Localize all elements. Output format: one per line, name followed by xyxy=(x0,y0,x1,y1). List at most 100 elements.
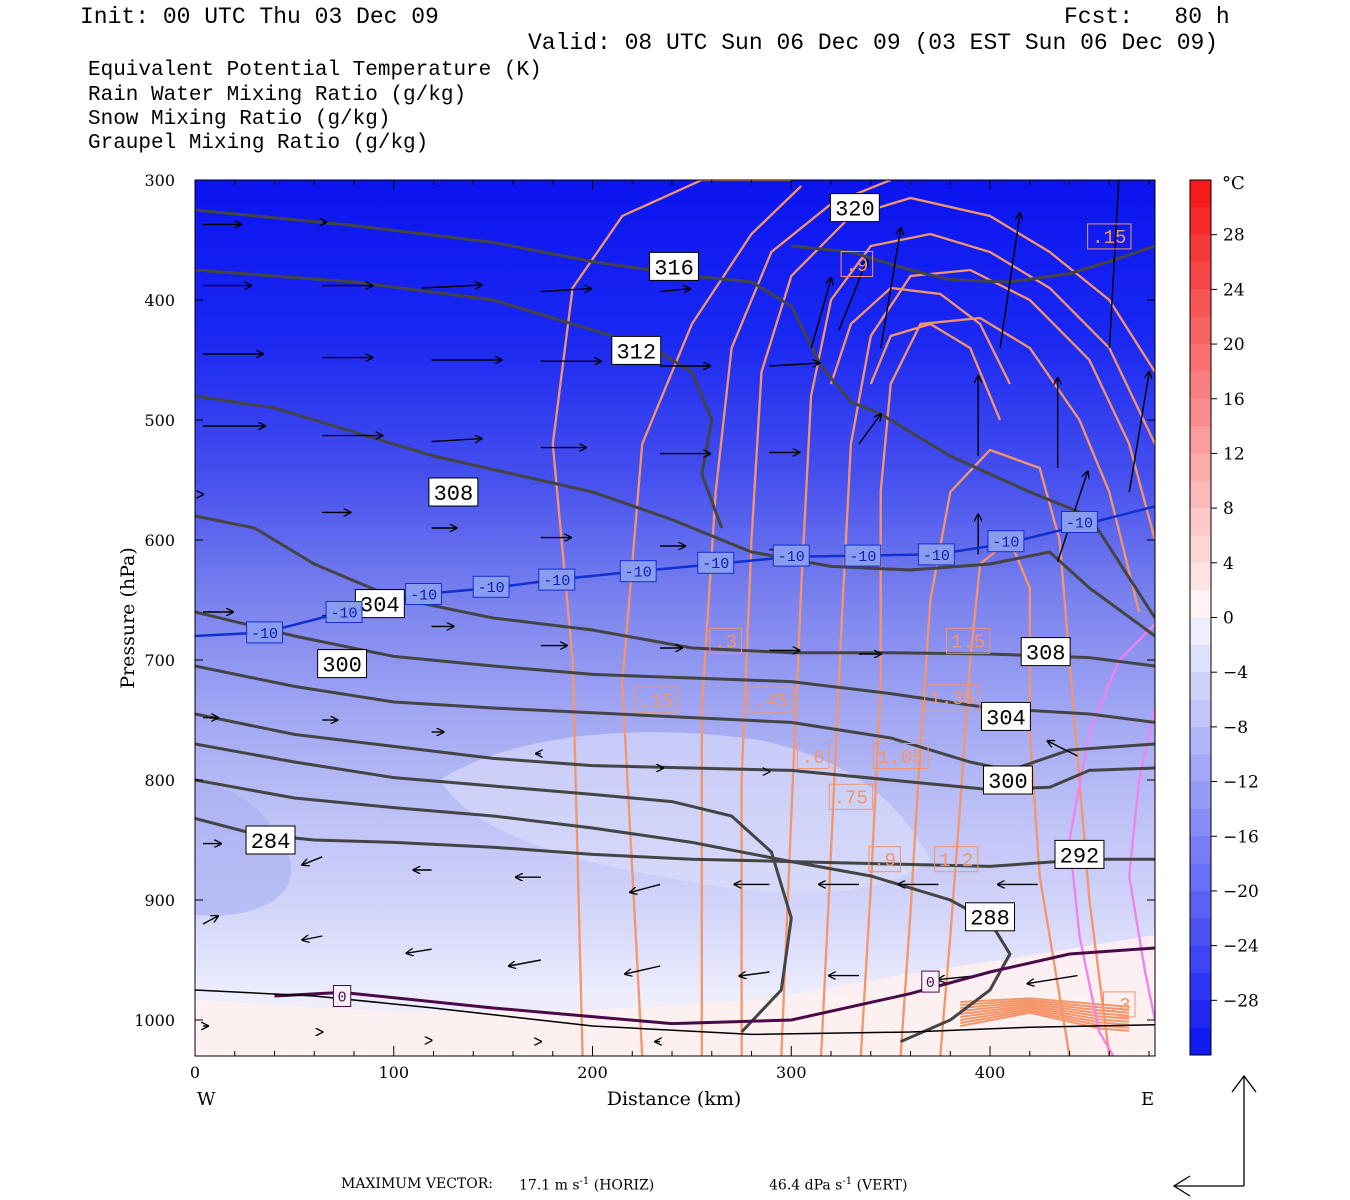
colorbar-tick-label: 24 xyxy=(1223,280,1245,300)
svg-text:.6: .6 xyxy=(802,747,825,769)
y-tick-label: 300 xyxy=(144,171,175,190)
svg-text:0: 0 xyxy=(338,989,347,1006)
snow-contour-low xyxy=(960,1008,1130,1026)
svg-text:-10: -10 xyxy=(849,549,876,566)
colorbar-swatch xyxy=(1190,890,1211,919)
snow-label: 1.35 xyxy=(924,684,981,711)
colorbar-tick-label: −8 xyxy=(1223,718,1248,738)
wind-vector xyxy=(838,260,867,331)
snow-contour-low xyxy=(960,1009,1130,1029)
snow-contour xyxy=(819,268,1155,1056)
theta-e-contours xyxy=(195,208,1155,1043)
colorbar-swatch xyxy=(1190,234,1211,263)
svg-text:-10: -10 xyxy=(331,605,358,622)
vert-exponent: -1 xyxy=(842,1176,853,1187)
horiz-unit: (HORIZ) xyxy=(593,1177,655,1194)
svg-text:1.35: 1.35 xyxy=(929,688,975,710)
x-tick-label: 0 xyxy=(190,1063,200,1082)
wind-vector xyxy=(202,916,218,925)
init-time: Init: 00 UTC Thu 03 Dec 09 xyxy=(80,4,439,30)
horiz-value: 17.1 m s xyxy=(519,1177,580,1194)
isotherm-label: -10 xyxy=(987,530,1025,553)
theta-e-label: 316 xyxy=(649,251,699,281)
svg-text:.15: .15 xyxy=(1092,227,1126,249)
snow-contour-core xyxy=(869,322,1002,421)
wind-vector xyxy=(509,959,542,966)
cold-pocket-west xyxy=(195,780,292,916)
theta-e-label: 312 xyxy=(611,335,662,365)
snow-label: .3 xyxy=(709,627,742,654)
max-vert-vector: 46.4 dPa s-1 (VERT) xyxy=(769,1176,907,1194)
colorbar-swatch xyxy=(1190,508,1211,536)
colorbar-swatch xyxy=(1190,398,1211,427)
svg-text:-10: -10 xyxy=(778,549,805,566)
updraft-vector xyxy=(1108,180,1120,349)
svg-text:304: 304 xyxy=(360,594,400,619)
snow-contour-core xyxy=(829,286,1011,385)
svg-text:1.05: 1.05 xyxy=(878,747,924,769)
snow-contour xyxy=(899,448,1111,1056)
colorbar-swatch xyxy=(1190,344,1211,372)
theta-e-contour xyxy=(195,712,1155,792)
valid-time: Valid: 08 UTC Sun 06 Dec 09 (03 EST Sun … xyxy=(528,30,1219,56)
snow-label: .75 xyxy=(828,783,874,810)
isotherm-label: -10 xyxy=(844,544,882,567)
colorbar-tick-label: −4 xyxy=(1223,663,1248,683)
y-axis-label: Pressure (hPa) xyxy=(117,547,139,689)
theta-e-label: 308 xyxy=(1020,637,1071,667)
updraft-vector xyxy=(999,213,1020,349)
theta-e-label: 284 xyxy=(245,825,296,855)
colorbar-tick-label: 12 xyxy=(1223,444,1245,464)
colorbar-swatch xyxy=(1190,180,1211,208)
y-tick-label: 600 xyxy=(144,531,175,550)
theta-e-label: 288 xyxy=(965,902,1015,932)
snow-label: .9 xyxy=(840,251,874,277)
colorbar-tick-label: 8 xyxy=(1223,499,1234,519)
wind-vector xyxy=(769,363,819,366)
theta-e-label: 300 xyxy=(982,765,1033,795)
colorbar-swatch xyxy=(1190,781,1211,810)
colorbar-swatch xyxy=(1190,207,1211,236)
svg-text:0: 0 xyxy=(926,975,935,992)
snow-contours xyxy=(551,180,1155,1056)
y-axis: 300 400 500 600 700 800 900 1000 xyxy=(134,171,1155,1030)
theta-e-label: 320 xyxy=(829,193,880,223)
colorbar-swatch xyxy=(1190,918,1211,947)
snow-contour xyxy=(780,232,1155,1056)
wind-vector xyxy=(421,285,482,288)
svg-text:.75: .75 xyxy=(834,788,868,810)
wind-vector xyxy=(625,965,661,974)
colorbar-tick-label: −28 xyxy=(1223,991,1259,1011)
svg-text:308: 308 xyxy=(434,482,474,507)
svg-text:-10: -10 xyxy=(923,548,950,565)
colorbar-swatch xyxy=(1190,426,1211,454)
updraft-vector xyxy=(880,228,901,349)
snow-contour-low xyxy=(960,1004,1130,1020)
colorbar-tick-label: −16 xyxy=(1223,827,1259,847)
wind-vector xyxy=(1028,974,1078,984)
x-tick-label: 200 xyxy=(577,1063,608,1082)
snow-contour-low xyxy=(960,1002,1130,1017)
colorbar-swatch xyxy=(1190,262,1211,290)
isotherm-label: -10 xyxy=(772,544,810,567)
zero-isotherm-label: 0 xyxy=(921,970,940,993)
colorbar-swatch xyxy=(1190,289,1211,318)
svg-text:304: 304 xyxy=(986,706,1026,731)
snow-contour xyxy=(551,180,792,1056)
snow-contour-low xyxy=(960,1011,1130,1032)
colorbar-tick-label: 20 xyxy=(1223,335,1245,355)
snow-contour-low xyxy=(960,1000,1130,1014)
snow-label: 1.05 xyxy=(872,743,929,769)
x-tick-label: 300 xyxy=(776,1063,807,1082)
colorbar-tick-label: −12 xyxy=(1223,773,1259,793)
y-tick-label: 800 xyxy=(144,771,175,790)
colorbar-swatch xyxy=(1190,480,1211,509)
theta-e-contour xyxy=(195,514,1155,668)
snow-contour xyxy=(621,185,802,1056)
snow-contour-low xyxy=(960,999,1130,1011)
svg-text:-10: -10 xyxy=(410,587,437,604)
legend-snow: Snow Mixing Ratio (g/kg) xyxy=(88,108,391,131)
theta-e-contour xyxy=(791,244,1155,284)
colorbar-tick-label: 28 xyxy=(1223,226,1245,246)
legend-rain: Rain Water Mixing Ratio (g/kg) xyxy=(88,84,467,107)
